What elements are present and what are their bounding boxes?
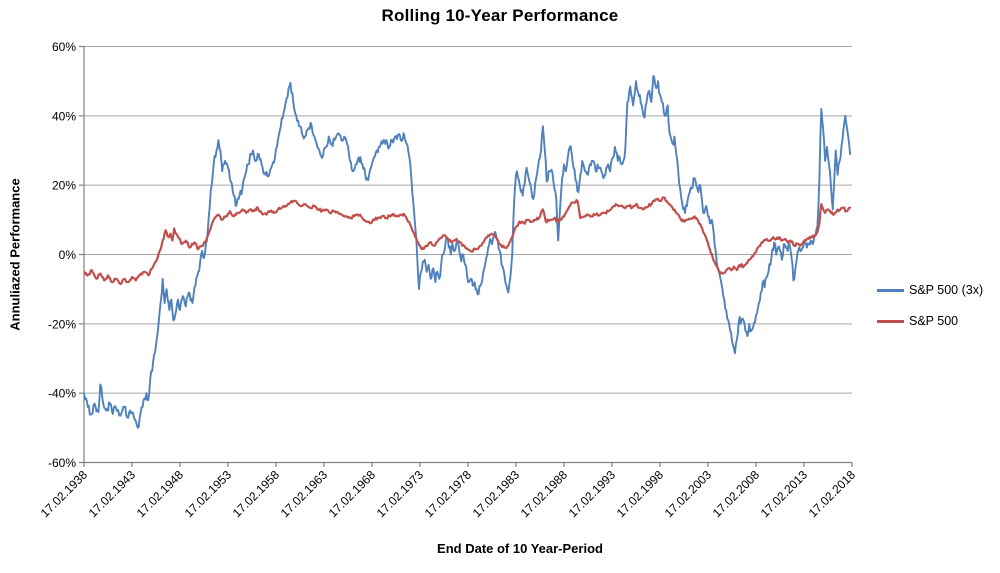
- x-tick-label: 17.02.2008: [710, 467, 763, 520]
- x-tick-label: 17.02.1938: [38, 467, 91, 520]
- x-tick-label: 17.02.1943: [86, 467, 139, 520]
- y-tick-label: -60%: [48, 456, 76, 470]
- y-tick-label: -40%: [48, 387, 76, 401]
- y-tick-label: 60%: [52, 40, 76, 54]
- y-tick-label: 40%: [52, 109, 76, 123]
- legend-line-swatch-red: [877, 319, 904, 323]
- y-tick-label: -20%: [48, 317, 76, 331]
- legend-item-sp500-3x: S&P 500 (3x): [877, 281, 983, 299]
- x-tick-label: 17.02.1958: [230, 467, 283, 520]
- x-tick-label: 17.02.1953: [182, 467, 235, 520]
- x-tick-label: 17.02.1973: [374, 467, 427, 520]
- x-tick-label: 17.02.1963: [278, 467, 331, 520]
- x-tick-label: 17.02.1988: [518, 467, 571, 520]
- series-line-sp500: [84, 196, 852, 286]
- x-tick-label: 17.02.2013: [758, 467, 811, 520]
- x-tick-label: 17.02.1948: [134, 467, 187, 520]
- y-tick-label: 0%: [59, 248, 77, 262]
- y-tick-label: 20%: [52, 179, 76, 193]
- x-tick-label: 17.02.1978: [422, 467, 475, 520]
- legend: S&P 500 (3x) S&P 500: [877, 281, 983, 343]
- legend-item-sp500: S&P 500: [877, 312, 983, 330]
- x-tick-label: 17.02.1968: [326, 467, 379, 520]
- series-line-sp500-3x: [84, 75, 852, 429]
- x-tick-label: 17.02.1998: [614, 467, 667, 520]
- legend-line-swatch-blue: [877, 288, 904, 292]
- x-tick-label: 17.02.1983: [470, 467, 523, 520]
- chart-title: Rolling 10-Year Performance: [381, 6, 619, 25]
- legend-label: S&P 500 (3x): [909, 283, 984, 297]
- x-tick-label: 17.02.2018: [806, 467, 859, 520]
- x-tick-label: 17.02.1993: [566, 467, 619, 520]
- legend-label: S&P 500: [909, 314, 959, 328]
- x-tick-label: 17.02.2003: [662, 467, 715, 520]
- x-axis-title: End Date of 10 Year-Period: [437, 541, 603, 556]
